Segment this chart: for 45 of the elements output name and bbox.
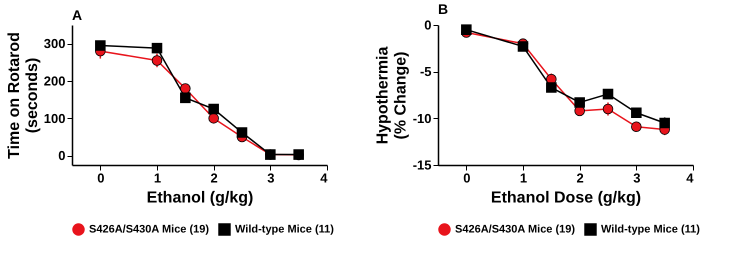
point — [602, 88, 614, 100]
x-tick-label: 3 — [267, 170, 274, 186]
x-axis-title: Ethanol (g/kg) — [146, 190, 254, 206]
x-tick-label: 0 — [463, 170, 470, 186]
point — [152, 55, 162, 66]
legend-label: Wild-type Mice (11) — [601, 224, 700, 236]
x-tick-label: 1 — [520, 170, 528, 186]
chart-title: A — [72, 7, 82, 23]
point — [236, 127, 248, 138]
point — [208, 104, 219, 114]
point — [208, 113, 219, 124]
y-tick-label: 300 — [44, 36, 66, 52]
y-tick-label: 200 — [44, 74, 66, 88]
point — [659, 118, 670, 128]
x-tick-label: 4 — [320, 170, 328, 186]
point — [180, 92, 191, 104]
x-tick-label: 3 — [633, 170, 640, 186]
y-tick-label: -10 — [412, 110, 432, 126]
x-tick-label: 0 — [97, 170, 104, 186]
point — [631, 107, 642, 118]
y-tick-label: 0 — [424, 18, 432, 32]
point — [631, 121, 642, 132]
point — [180, 83, 191, 94]
point — [95, 40, 106, 51]
point — [152, 42, 162, 54]
x-tick-label: 1 — [154, 170, 162, 186]
x-tick-label: 2 — [210, 170, 218, 186]
legend-label: Wild-type Mice (11) — [235, 224, 334, 236]
point — [574, 97, 585, 108]
point — [461, 24, 472, 35]
legend-label: S426A/S430A Mice (19) — [89, 224, 210, 236]
y-axis-title: Time on Rotarod (seconds) — [6, 32, 41, 159]
x-tick-label: 4 — [686, 170, 694, 186]
y-tick-label: 0 — [58, 148, 66, 164]
x-tick-label: 2 — [576, 170, 584, 186]
y-tick-label: 100 — [44, 110, 66, 126]
legend-label: S426A/S430A Mice (19) — [455, 224, 576, 236]
point — [518, 41, 528, 52]
chart-title: B — [438, 1, 448, 17]
point — [602, 104, 614, 114]
y-tick-label: -15 — [412, 158, 432, 172]
x-axis-title: Ethanol Dose (g/kg) — [490, 190, 642, 206]
y-tick-label: -5 — [420, 64, 432, 80]
y-axis-title: Hypothermia (% Change) — [374, 46, 410, 144]
point — [546, 82, 557, 93]
